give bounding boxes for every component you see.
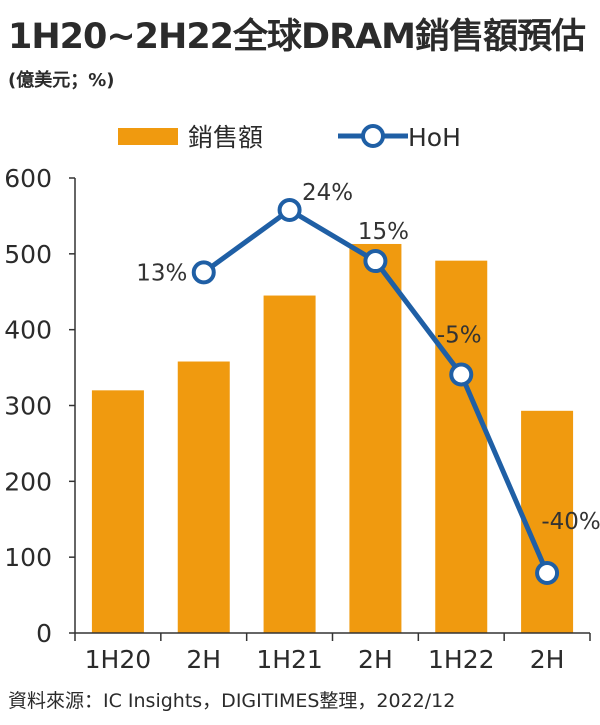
x-category-label: 1H21 (256, 645, 323, 674)
x-category-label: 2H (358, 645, 393, 674)
unit-label: (億美元；%) (8, 70, 115, 91)
hoh-line-series (191, 198, 560, 585)
sales-bar (177, 361, 230, 633)
hoh-point (277, 198, 302, 222)
sales-bar (435, 260, 488, 633)
chart-title: 1H20~2H22全球DRAM銷售額預估 (8, 17, 586, 57)
sales-bar (91, 390, 144, 633)
y-tick-label: 300 (4, 392, 52, 421)
y-tick-label: 400 (4, 316, 52, 345)
y-axis: 0 100 200 300 400 500 600 (4, 164, 75, 648)
legend-line-marker-icon (361, 124, 385, 148)
hoh-point (191, 260, 216, 285)
sales-bar (521, 410, 574, 633)
hoh-data-label: -40% (541, 509, 600, 535)
x-axis: 1H20 2H 1H21 2H 1H22 2H (74, 633, 591, 674)
y-tick-label: 200 (4, 467, 52, 496)
hoh-data-label: 15% (358, 219, 409, 245)
legend: 銷售額 HoH (118, 123, 461, 152)
hoh-point (535, 561, 560, 585)
sales-bar (349, 243, 402, 633)
x-category-label: 1H20 (85, 645, 152, 674)
source-note: 資料來源：IC Insights，DIGITIMES整理，2022/12 (8, 690, 456, 712)
legend-bar-swatch (118, 128, 178, 145)
x-category-label: 1H22 (428, 645, 495, 674)
y-tick-label: 0 (36, 619, 52, 648)
bar-series (91, 243, 574, 633)
x-category-label: 2H (186, 645, 221, 674)
x-category-label: 2H (530, 645, 565, 674)
legend-bar-label: 銷售額 (188, 123, 263, 152)
hoh-data-label: 13% (136, 260, 187, 286)
hoh-point (363, 249, 388, 274)
y-tick-label: 600 (4, 164, 52, 193)
hoh-data-label: 24% (302, 180, 353, 206)
sales-bar (263, 295, 316, 633)
legend-line-label: HoH (408, 123, 461, 152)
y-tick-label: 100 (4, 543, 52, 572)
hoh-labels: 13% 24%15% -5% -40% (136, 180, 600, 535)
hoh-data-label: -5% (437, 322, 482, 348)
y-tick-label: 500 (4, 240, 52, 269)
hoh-point (449, 362, 474, 387)
